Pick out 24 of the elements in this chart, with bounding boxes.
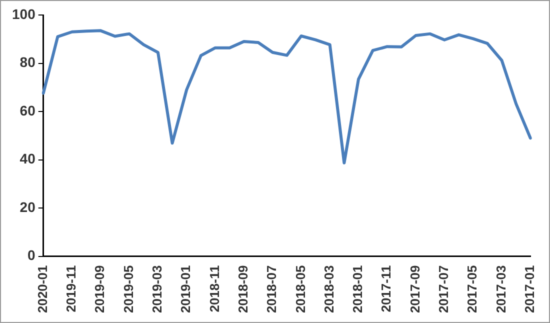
y-tick-label: 0 <box>28 247 36 264</box>
x-tick-label: 2018-01 <box>350 265 366 314</box>
x-tick-label: 2018-09 <box>235 265 250 314</box>
x-tick-label: 2019-09 <box>92 265 108 314</box>
x-tick-label: 2019-05 <box>120 265 136 314</box>
x-tick-label: 2017-05 <box>464 265 480 314</box>
x-tick-label: 2019-03 <box>150 265 165 314</box>
x-tick-label: 2017-01 <box>522 265 537 314</box>
x-tick-label: 2018-03 <box>321 265 336 314</box>
x-tick-label: 2020-01 <box>34 265 50 314</box>
y-tick-label: 20 <box>20 198 36 215</box>
y-tick-label: 100 <box>12 6 36 22</box>
y-tick-label: 80 <box>20 54 36 70</box>
x-tick-label: 2017-09 <box>407 265 422 314</box>
x-tick-label: 2017-03 <box>493 265 508 314</box>
x-tick-label: 2018-07 <box>264 265 280 314</box>
y-tick-label: 40 <box>20 150 36 167</box>
x-tick-label: 2018-05 <box>292 265 308 314</box>
x-tick-label: 2019-01 <box>178 265 194 314</box>
x-tick-label: 2017-11 <box>378 265 394 312</box>
x-tick-label: 2017-07 <box>436 265 452 314</box>
y-tick-label: 60 <box>20 102 36 118</box>
x-tick-label: 2019-11 <box>64 265 79 312</box>
x-tick-label: 2018-11 <box>206 265 222 312</box>
